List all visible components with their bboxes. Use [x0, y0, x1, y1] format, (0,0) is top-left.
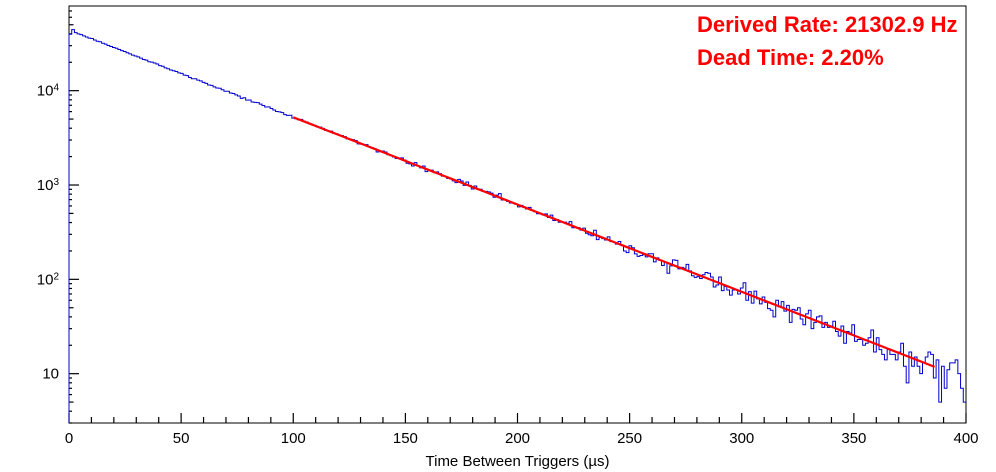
- svg-text:Time Between Triggers (µs): Time Between Triggers (µs): [426, 453, 610, 470]
- svg-text:0: 0: [65, 430, 73, 447]
- svg-text:Derived Rate: 21302.9 Hz: Derived Rate: 21302.9 Hz: [697, 12, 957, 37]
- svg-text:200: 200: [505, 430, 530, 447]
- svg-text:300: 300: [729, 430, 754, 447]
- svg-text:Dead Time: 2.20%: Dead Time: 2.20%: [697, 45, 884, 70]
- svg-text:50: 50: [173, 430, 190, 447]
- svg-text:150: 150: [393, 430, 418, 447]
- svg-text:400: 400: [953, 430, 978, 447]
- svg-text:350: 350: [841, 430, 866, 447]
- svg-text:10: 10: [42, 366, 59, 383]
- svg-text:100: 100: [281, 430, 306, 447]
- svg-text:250: 250: [617, 430, 642, 447]
